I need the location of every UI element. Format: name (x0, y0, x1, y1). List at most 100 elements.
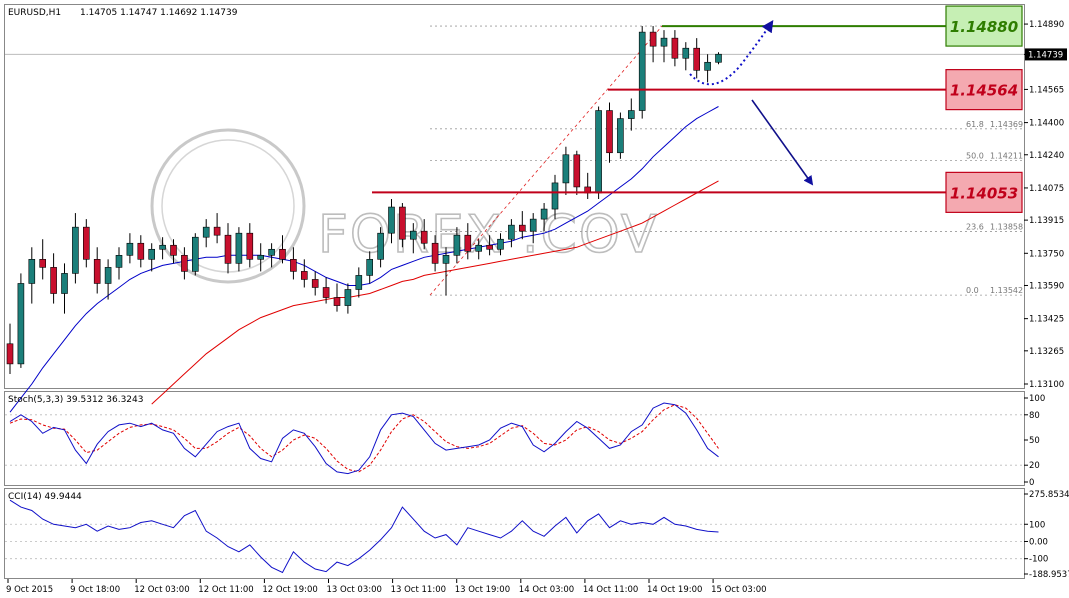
time-tick-label: 13 Oct 11:00 (391, 585, 446, 595)
watermark-text: FOREX .COV (318, 205, 658, 265)
current-price-label: 1.14739 (1028, 50, 1063, 60)
candle-body (638, 31, 646, 111)
key-level-box (945, 5, 1023, 47)
time-tick-label: 9 Oct 2015 (6, 585, 53, 595)
candle-body (355, 275, 363, 290)
candle-body (442, 255, 450, 264)
stoch-panel-frame (4, 391, 1025, 486)
cci-tick-label: -188.9537 (1029, 570, 1069, 580)
candle-body (257, 255, 265, 260)
time-tick-label: 12 Oct 03:00 (134, 585, 189, 595)
candle-body (159, 244, 166, 250)
candle-body (202, 226, 210, 238)
candle-body (50, 267, 57, 294)
candle-body (617, 118, 624, 154)
time-tick-label: 14 Oct 03:00 (519, 585, 574, 595)
fib-ratio-label: 0.0 (966, 286, 979, 295)
ma-fast-line (9, 106, 719, 413)
fib-value-label: 1.14369 (990, 120, 1023, 129)
candle-body (213, 226, 221, 236)
candle-body (300, 271, 308, 280)
stoch-tick-label: 0 (1029, 478, 1034, 488)
candle-body (28, 259, 36, 284)
ma-slow-line (151, 180, 719, 405)
stoch-tick-label: 80 (1029, 411, 1040, 421)
price-tick-label: 1.13590 (1029, 281, 1064, 291)
fib-value-label: 1.13858 (990, 223, 1023, 232)
candle-body (508, 224, 515, 240)
candle-body (83, 226, 90, 260)
time-tick-label: 15 Oct 03:00 (711, 585, 766, 595)
candle-body (660, 37, 668, 47)
candle-body (148, 248, 155, 260)
stoch-signal-line (9, 404, 719, 473)
time-axis: 9 Oct 2015 9 Oct 18:00 12 Oct 03:00 12 Oct … (6, 579, 767, 595)
candle-body (464, 234, 472, 252)
price-tick-label: 1.13750 (1029, 249, 1064, 259)
cci-line (9, 499, 719, 574)
cci-panel: 275.8534 100 0.00 -100 -188.9537 (5, 490, 1069, 580)
candle-body (540, 208, 548, 220)
candle-body (595, 110, 602, 194)
price-tick-label: 1.14565 (1029, 85, 1064, 95)
candle-body (137, 242, 145, 260)
price-axis: 1.14890 1.14565 1.14400 1.14240 1.14075 1.139… (1024, 20, 1067, 390)
candle-body (388, 206, 395, 234)
time-tick-label: 9 Oct 18:00 (70, 585, 120, 595)
candle-body (290, 259, 297, 272)
stoch-tick-label: 20 (1029, 461, 1040, 471)
candle-body (573, 154, 581, 188)
candle-body (333, 297, 341, 306)
cci-tick-label: 0.00 (1029, 537, 1048, 547)
time-tick-label: 14 Oct 11:00 (583, 585, 638, 595)
candle-body (551, 182, 559, 210)
candle-body (115, 255, 123, 268)
bearish-projection-arrow (751, 99, 814, 186)
fib-ratio-label: 61.8 (966, 120, 984, 129)
price-tick-label: 1.13425 (1029, 315, 1064, 325)
candle-body (192, 236, 199, 272)
key-level-box (945, 171, 1023, 213)
time-tick-label: 12 Oct 19:00 (262, 585, 317, 595)
candle-body (715, 53, 722, 63)
candle-body (497, 238, 504, 250)
current-price-box (1025, 48, 1067, 61)
candle-body (104, 267, 112, 284)
candle-body (399, 206, 406, 240)
stoch-title: Stoch(5,3,3) 39.5312 36.3243 (8, 395, 143, 405)
candle-body (279, 248, 286, 260)
candlesticks (6, 26, 722, 374)
cci-tick-label: 275.8534 (1029, 490, 1069, 500)
price-tick-label: 1.14400 (1029, 119, 1064, 129)
time-tick-label: 13 Oct 19:00 (455, 585, 510, 595)
candle-body (649, 31, 657, 47)
candle-body (704, 61, 711, 71)
bullish-projection-arrow (689, 20, 774, 86)
fib-value-label: 1.13542 (990, 286, 1023, 295)
price-tick-label: 1.13265 (1029, 347, 1064, 357)
candle-body (344, 289, 352, 306)
candle-body (17, 283, 25, 365)
fib-ratio-label: 23.6 (966, 223, 984, 232)
candle-body (529, 218, 537, 232)
time-tick-label: 12 Oct 11:00 (198, 585, 253, 595)
candle-body (420, 230, 428, 244)
candle-body (671, 37, 679, 59)
time-tick-label: 14 Oct 19:00 (647, 585, 702, 595)
candle-body (6, 343, 14, 365)
candle-body (224, 234, 232, 264)
candle-body (606, 110, 613, 154)
candle-body (322, 287, 330, 298)
candle-body (518, 224, 526, 232)
annotations (689, 20, 814, 186)
candle-body (562, 154, 570, 184)
chart-symbol: EURUSD,H1 (8, 8, 61, 18)
candle-body (453, 234, 461, 256)
fib-ratio-label: 50.0 (966, 152, 984, 161)
candle-body (311, 279, 319, 288)
stoch-main-line (9, 402, 719, 475)
stoch-tick-label: 50 (1029, 436, 1040, 446)
candle-body (39, 259, 47, 268)
watermark: FOREX .COV (150, 128, 658, 284)
